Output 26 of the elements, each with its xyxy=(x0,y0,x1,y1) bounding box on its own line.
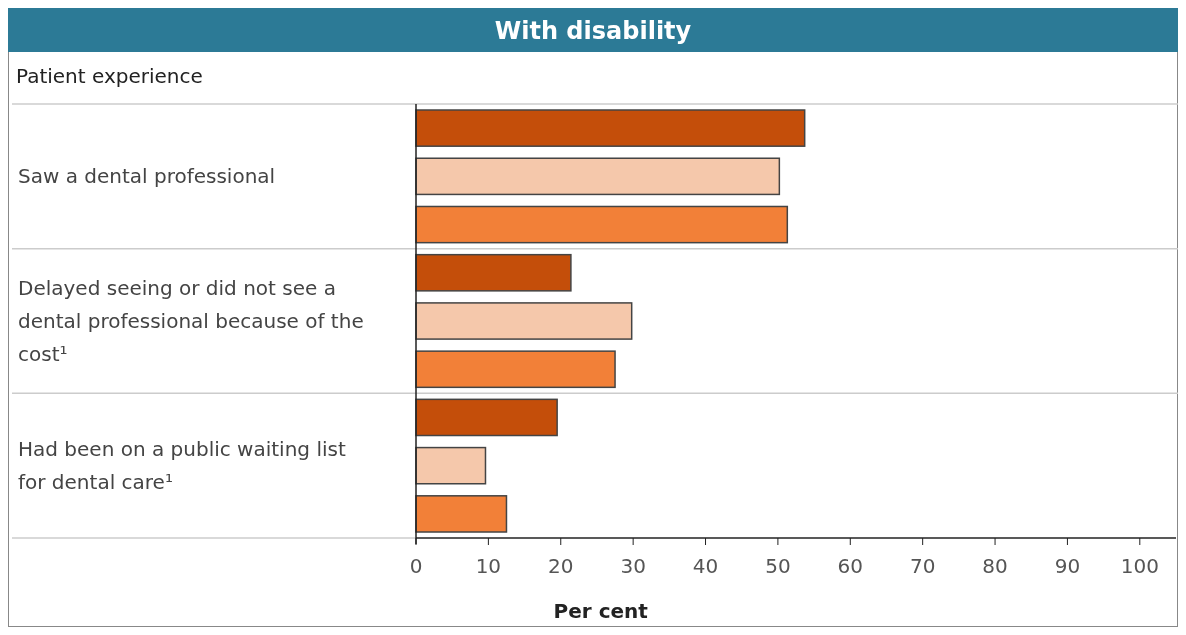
bar xyxy=(415,157,781,196)
bar xyxy=(415,446,487,485)
x-tick-label: 20 xyxy=(548,554,574,578)
x-tick-label: 40 xyxy=(692,554,719,578)
x-tick-label: 50 xyxy=(765,554,791,578)
y-tick-label: Had been on a public waiting list for dental care¹ xyxy=(18,437,346,495)
bar xyxy=(415,302,633,340)
x-tick-label: 80 xyxy=(982,554,1008,578)
chart-title: With disability xyxy=(494,17,692,45)
bar xyxy=(415,109,806,147)
x-tick-label: 100 xyxy=(1120,554,1159,578)
y-tick-label: Delayed seeing or did not see a dental professional because of the cost¹ xyxy=(18,276,364,366)
x-tick-label: 90 xyxy=(1054,554,1081,578)
x-tick-label: 0 xyxy=(409,554,423,578)
y-tick-label: Saw a dental professional xyxy=(18,164,276,189)
bar xyxy=(415,253,572,292)
bar xyxy=(415,495,508,533)
bar xyxy=(415,350,616,389)
bar xyxy=(415,398,558,437)
y-axis-title: Patient experience xyxy=(16,64,203,88)
bar xyxy=(415,205,789,244)
x-tick-label: 30 xyxy=(620,554,646,578)
x-tick-label: 70 xyxy=(909,554,936,578)
x-axis-title: Per cent xyxy=(553,599,649,623)
x-tick-label: 10 xyxy=(475,554,502,578)
x-tick-label: 60 xyxy=(837,554,864,578)
